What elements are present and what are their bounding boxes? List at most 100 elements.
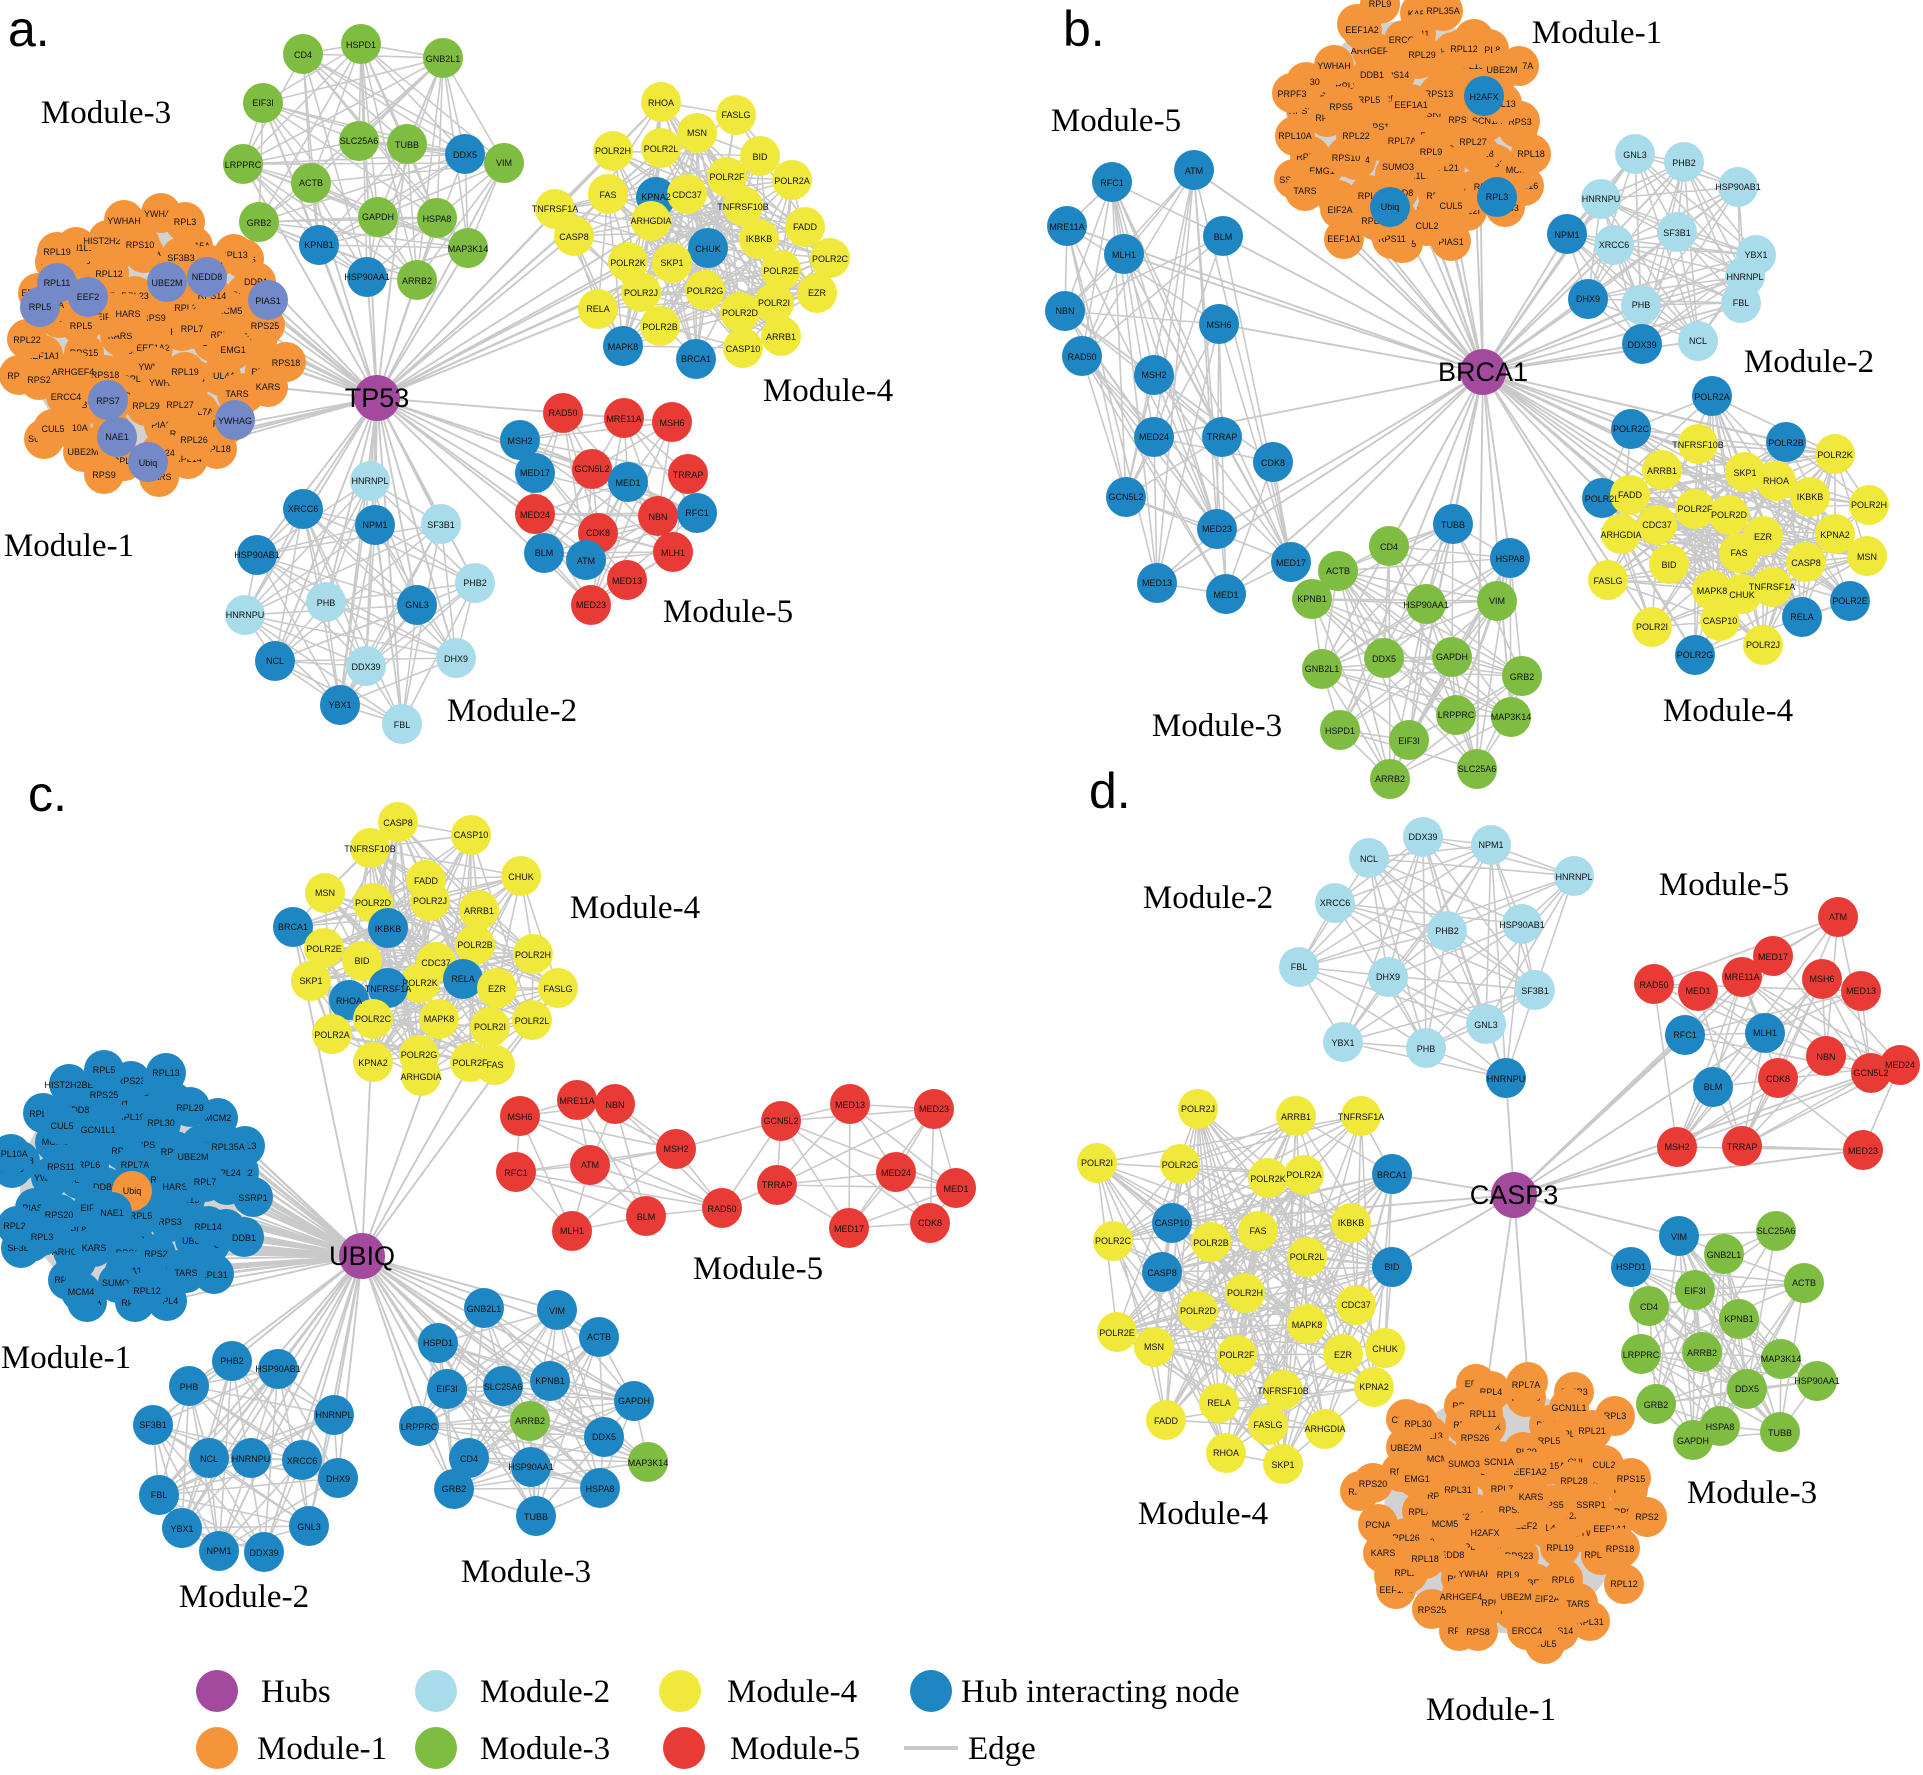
svg-text:POLR2A: POLR2A <box>774 176 810 186</box>
svg-text:EMG1: EMG1 <box>1404 1474 1430 1484</box>
svg-text:MAPK8: MAPK8 <box>608 342 639 352</box>
svg-text:RPS20: RPS20 <box>45 1210 74 1220</box>
svg-text:Module-3: Module-3 <box>461 1554 591 1590</box>
svg-text:ERCC4: ERCC4 <box>1389 35 1420 45</box>
svg-text:MSN: MSN <box>687 128 707 138</box>
svg-text:RPL26: RPL26 <box>1361 216 1389 226</box>
svg-text:SF3B3: SF3B3 <box>7 1243 35 1253</box>
svg-text:EIF3I: EIF3I <box>1684 1286 1706 1296</box>
svg-text:TRRAP: TRRAP <box>673 470 704 480</box>
svg-text:TRRAP: TRRAP <box>1207 432 1238 442</box>
svg-text:EZR: EZR <box>808 288 827 298</box>
svg-text:MLH1: MLH1 <box>1112 250 1136 260</box>
svg-text:HIST2H2BE: HIST2H2BE <box>44 1080 93 1090</box>
svg-text:DDB1: DDB1 <box>232 1233 256 1243</box>
svg-text:RPS2: RPS2 <box>144 1249 168 1259</box>
svg-text:DHX9: DHX9 <box>326 1474 350 1484</box>
svg-text:MLH1: MLH1 <box>560 1226 584 1236</box>
svg-text:EIF2A: EIF2A <box>1327 205 1352 215</box>
svg-text:POLR2F: POLR2F <box>452 1058 488 1068</box>
svg-text:DHX9: DHX9 <box>444 654 468 664</box>
svg-text:CUL5: CUL5 <box>50 1121 73 1131</box>
svg-text:RPS25: RPS25 <box>1418 1605 1447 1615</box>
svg-text:RPL27: RPL27 <box>29 1109 57 1119</box>
svg-text:EZR: EZR <box>488 984 507 994</box>
svg-text:RPS15: RPS15 <box>1617 1474 1646 1484</box>
svg-text:ACTB: ACTB <box>587 1332 611 1342</box>
svg-text:b.: b. <box>1063 1 1105 57</box>
svg-text:MED17: MED17 <box>1276 558 1306 568</box>
svg-text:DDB1: DDB1 <box>93 1182 117 1192</box>
svg-text:SKP1: SKP1 <box>660 258 683 268</box>
svg-text:POLR2B: POLR2B <box>457 940 493 950</box>
svg-text:GNL3: GNL3 <box>405 600 429 610</box>
svg-text:Module-2: Module-2 <box>447 693 577 729</box>
svg-text:ARHGEF4: ARHGEF4 <box>1351 46 1394 56</box>
svg-text:RPS14: RPS14 <box>1381 70 1410 80</box>
svg-text:RPS15A: RPS15A <box>1289 106 1324 116</box>
svg-text:RPL5: RPL5 <box>130 1211 153 1221</box>
svg-text:RPL6: RPL6 <box>1552 1575 1575 1585</box>
svg-text:YWHAG: YWHAG <box>144 209 178 219</box>
svg-text:RPL22: RPL22 <box>1342 131 1370 141</box>
svg-text:CDC37: CDC37 <box>421 958 451 968</box>
svg-text:RPL35A: RPL35A <box>1426 6 1460 16</box>
svg-text:PIAS1: PIAS1 <box>1438 237 1464 247</box>
svg-text:RPL29: RPL29 <box>132 401 160 411</box>
svg-text:NAE1: NAE1 <box>100 1208 124 1218</box>
svg-text:CASP10: CASP10 <box>1155 1218 1190 1228</box>
svg-text:SLC25A6: SLC25A6 <box>1757 1226 1796 1236</box>
svg-text:TP53: TP53 <box>345 383 410 413</box>
svg-text:ATM: ATM <box>1185 166 1203 176</box>
svg-text:BLM: BLM <box>535 548 554 558</box>
svg-text:YBX1: YBX1 <box>170 1524 193 1534</box>
svg-text:PRPF3: PRPF3 <box>1277 89 1306 99</box>
svg-text:Module-2: Module-2 <box>1744 344 1874 380</box>
svg-text:SUMO3: SUMO3 <box>102 1278 134 1288</box>
svg-text:VIM: VIM <box>1489 596 1505 606</box>
svg-text:SCN1A: SCN1A <box>1484 1457 1514 1467</box>
svg-text:POLR2D: POLR2D <box>1180 1306 1217 1316</box>
svg-text:RPL11: RPL11 <box>1470 1409 1497 1419</box>
svg-text:RPS8: RPS8 <box>1466 1627 1490 1637</box>
svg-text:Module-5: Module-5 <box>663 594 793 630</box>
svg-text:HSPA8: HSPA8 <box>586 1484 615 1494</box>
svg-text:RPL5: RPL5 <box>1538 1436 1561 1446</box>
svg-text:BRCA1: BRCA1 <box>1438 357 1528 387</box>
svg-text:ATM: ATM <box>1829 912 1847 922</box>
svg-text:RPL13: RPL13 <box>123 374 151 384</box>
svg-text:CUL5: CUL5 <box>41 424 64 434</box>
svg-text:CDK8: CDK8 <box>1766 1074 1790 1084</box>
svg-text:RHOA: RHOA <box>336 996 362 1006</box>
svg-text:KPNA2: KPNA2 <box>1820 530 1850 540</box>
svg-text:POLR2F: POLR2F <box>1219 1350 1255 1360</box>
svg-text:MSH6: MSH6 <box>1206 320 1231 330</box>
svg-text:HSPA8: HSPA8 <box>1706 1422 1735 1432</box>
svg-text:SKP1: SKP1 <box>1733 468 1756 478</box>
svg-text:POLR2K: POLR2K <box>1817 450 1853 460</box>
svg-text:TNFRSF1A: TNFRSF1A <box>1749 582 1796 592</box>
svg-text:UBE2M: UBE2M <box>1486 65 1517 75</box>
svg-text:RELA: RELA <box>586 304 610 314</box>
svg-text:HSP90AB1: HSP90AB1 <box>1499 920 1545 930</box>
svg-text:IKBKB: IKBKB <box>1797 492 1824 502</box>
svg-text:RPL30: RPL30 <box>147 1118 175 1128</box>
svg-text:RPL5: RPL5 <box>1358 95 1381 105</box>
svg-text:POLR2C: POLR2C <box>355 1014 392 1024</box>
svg-text:MAP3K14: MAP3K14 <box>448 244 489 254</box>
svg-text:POLR2H: POLR2H <box>515 950 551 960</box>
svg-text:POLR2J: POLR2J <box>413 896 447 906</box>
svg-text:GRB2: GRB2 <box>1644 1400 1669 1410</box>
svg-text:Module-5: Module-5 <box>1659 867 1789 903</box>
svg-text:POLR2D: POLR2D <box>1711 510 1748 520</box>
svg-text:MED1: MED1 <box>1213 590 1238 600</box>
svg-text:SLC25A6: SLC25A6 <box>1458 764 1497 774</box>
svg-text:Module-2: Module-2 <box>179 1579 309 1615</box>
svg-text:ARRB1: ARRB1 <box>766 332 796 342</box>
svg-text:MCM5: MCM5 <box>216 306 243 316</box>
svg-text:MCM2: MCM2 <box>1427 1454 1454 1464</box>
svg-text:CUL2: CUL2 <box>1415 221 1438 231</box>
svg-text:RPL7: RPL7 <box>1491 1484 1514 1494</box>
svg-text:POLR2A: POLR2A <box>1694 392 1730 402</box>
svg-text:NCL: NCL <box>1689 336 1707 346</box>
